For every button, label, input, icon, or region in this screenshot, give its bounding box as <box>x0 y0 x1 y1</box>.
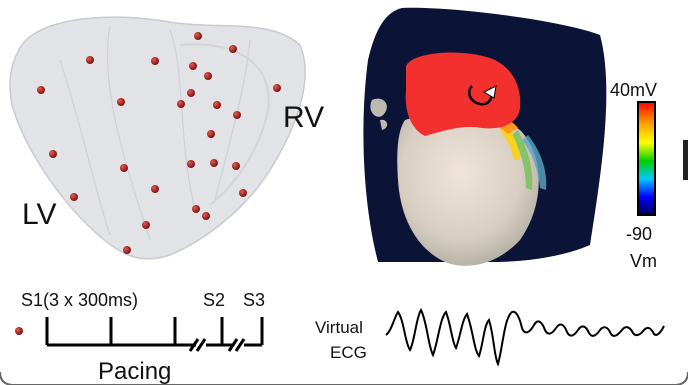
colorbar-max-label: 40mV <box>610 80 657 100</box>
electrode-dot-icon <box>192 205 200 213</box>
electrode-dot-icon <box>70 193 78 201</box>
lv-label: LV <box>22 198 56 231</box>
electrode-dot-icon <box>233 111 241 119</box>
s3-label: S3 <box>243 290 265 310</box>
electrode-dot-icon <box>120 164 128 172</box>
electrode-dot-icon <box>187 89 195 97</box>
electrode-dot-icon <box>273 84 281 92</box>
electrode-dot-icon <box>151 185 159 193</box>
pacing-timeline <box>45 317 264 352</box>
electrode-dot-icon <box>142 221 150 229</box>
heart-mesh <box>9 16 306 260</box>
electrode-dot-icon <box>37 86 45 94</box>
electrode-dot-icon <box>177 100 185 108</box>
ventricle-tissue <box>397 111 539 266</box>
electrode-dot-icon <box>151 57 159 65</box>
colorbar: 40mV -90 Vm <box>610 80 688 271</box>
simulation-panel <box>363 7 607 266</box>
electrode-dot-icon <box>210 159 218 167</box>
s1-label: S1(3 x 300ms) <box>21 290 138 310</box>
electrode-dot-icon <box>232 162 240 170</box>
electrode-dot-icon <box>204 72 212 80</box>
electrode-dot-icon <box>194 32 202 40</box>
electrode-dot-icon <box>15 327 23 335</box>
electrode-dot-icon <box>202 212 210 220</box>
electrode-dot-icon <box>187 160 195 168</box>
rv-label: RV <box>283 101 324 134</box>
colorbar-unit-label: Vm <box>630 251 657 271</box>
electrode-dot-icon <box>213 101 221 109</box>
electrode-dot-icon <box>123 246 131 254</box>
colorbar-min-label: -90 <box>626 224 652 244</box>
ecg-label: ECG <box>330 343 367 362</box>
electrode-dot-icon <box>229 45 237 53</box>
virtual-ecg: Virtual ECG <box>315 307 665 367</box>
electrode-dot-icon <box>117 98 125 106</box>
activation-wavefront <box>405 52 521 136</box>
ecg-trace <box>385 307 665 367</box>
panel-border <box>0 371 688 385</box>
pacing-label: Pacing <box>98 358 171 385</box>
s2-label: S2 <box>203 290 225 310</box>
electrode-dot-icon <box>207 130 215 138</box>
electrode-dot-icon <box>239 189 247 197</box>
electrodes <box>37 32 281 254</box>
ecg-virtual-label: Virtual <box>315 318 363 337</box>
electrode-dot-icon <box>189 62 197 70</box>
pacing-protocol: S1(3 x 300ms) S2 S3 Pacing <box>15 290 265 385</box>
electrode-dot-icon <box>86 56 94 64</box>
electrode-dot-icon <box>49 150 57 158</box>
